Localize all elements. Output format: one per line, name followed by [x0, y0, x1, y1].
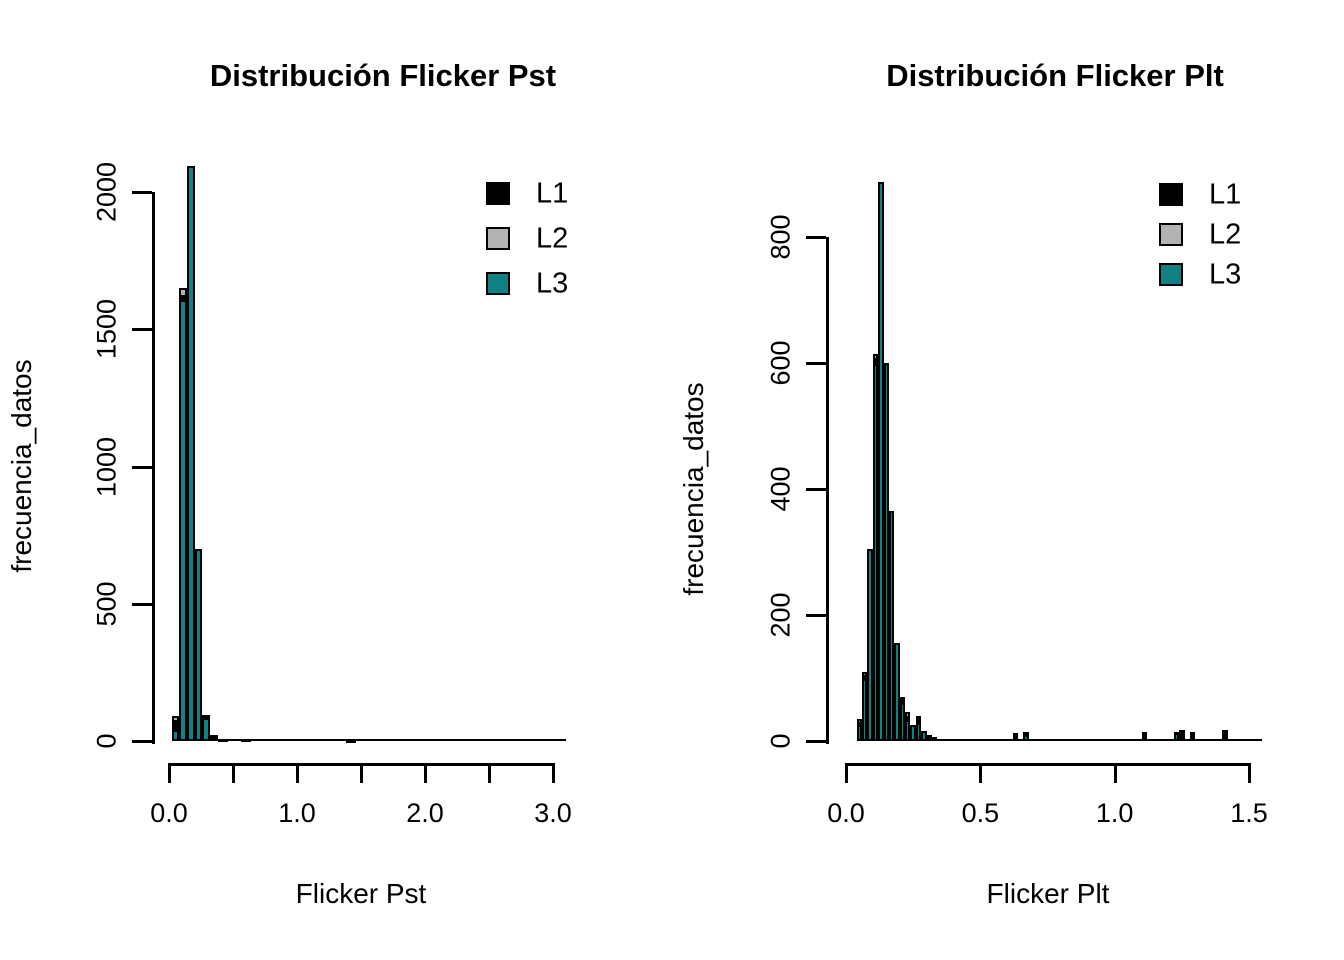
histogram-bar-L3 [905, 719, 911, 741]
histogram-bar-L1 [209, 734, 218, 741]
x-tick [979, 763, 983, 783]
histogram-bar-L3 [1023, 734, 1029, 741]
y-tick [806, 236, 826, 239]
histogram-bar-L3 [872, 364, 879, 741]
x-tick [1248, 763, 1252, 783]
x-tick-label: 2.0 [406, 798, 444, 828]
plot-title: Distribución Flicker Pst [209, 58, 557, 93]
y-tick [132, 191, 152, 194]
histogram-bar-L3 [910, 725, 916, 741]
histogram-bar-L1 [217, 738, 228, 742]
histogram-bar-L3 [915, 723, 922, 741]
y-tick-label: 1500 [91, 299, 122, 360]
histogram-bar-L1 [240, 738, 251, 742]
plot-title: Distribución Flicker Plt [886, 58, 1224, 93]
histogram-bar-L1 [345, 739, 356, 743]
x-tick-label: 1.0 [1095, 798, 1134, 828]
y-axis-line [826, 237, 829, 744]
legend-swatch-l3 [1159, 263, 1183, 286]
histogram-bar-L3 [856, 725, 863, 741]
histogram-bar-L3 [171, 730, 180, 741]
histogram-bar-L3 [1173, 733, 1180, 741]
histogram-bar-L3 [179, 300, 187, 741]
y-tick-label: 400 [765, 466, 796, 512]
legend-label-l1: L1 [1209, 178, 1242, 211]
histogram-bar-L3 [186, 165, 195, 741]
histogram-bar-L1 [931, 736, 938, 741]
x-tick [360, 763, 363, 783]
x-tick [1113, 763, 1117, 783]
legend-swatch-l1 [486, 182, 510, 205]
y-tick [806, 362, 826, 365]
histogram-bar-L1 [926, 734, 932, 741]
y-tick-label: 600 [765, 340, 796, 386]
histogram-baseline [171, 739, 566, 741]
histogram-bar-L1 [1179, 729, 1185, 741]
x-tick-label: 0.0 [827, 798, 865, 828]
x-tick-label: 1.0 [278, 798, 316, 828]
y-tick [132, 740, 152, 743]
histogram-bar-L3 [878, 181, 884, 741]
x-tick-label: 3.0 [534, 798, 572, 828]
y-tick [132, 465, 152, 469]
x-tick [296, 763, 299, 783]
x-tick [424, 763, 427, 783]
x-tick [232, 763, 235, 783]
y-tick [806, 740, 826, 743]
y-tick-label: 2000 [91, 161, 122, 223]
legend-swatch-l3 [486, 272, 510, 295]
y-tick-label: 800 [765, 214, 796, 260]
y-axis-label: frecuencia_datos [678, 382, 709, 596]
y-axis-line [152, 192, 155, 744]
histogram-bar-L3 [883, 363, 889, 741]
x-axis-label: Flicker Pst [295, 878, 427, 909]
y-tick [806, 488, 826, 491]
x-tick [845, 763, 848, 783]
legend-label-l3: L3 [1209, 258, 1242, 291]
x-tick-label: 0.0 [150, 798, 188, 828]
histogram-bar-L3 [194, 548, 203, 741]
histogram-bar-L3 [899, 703, 906, 741]
histogram-baseline [856, 739, 1263, 741]
histogram-bar-L3 [867, 548, 873, 741]
histogram-bar-L1 [1189, 731, 1196, 741]
legend-swatch-l2 [486, 227, 510, 250]
histogram-bar-L3 [888, 511, 895, 741]
y-tick-label: 200 [765, 592, 796, 638]
y-tick [132, 328, 152, 332]
y-tick [132, 602, 152, 606]
histogram-bar-L1 [1012, 732, 1018, 741]
legend-label-l2: L2 [536, 222, 569, 255]
legend-swatch-l2 [1159, 223, 1183, 246]
y-tick-label: 0 [91, 733, 122, 749]
legend-label-l3: L3 [536, 267, 569, 300]
histogram-bar-L3 [921, 730, 927, 741]
histogram-bar-L1 [1141, 731, 1147, 741]
x-tick [552, 763, 555, 783]
y-tick-label: 1000 [91, 436, 122, 497]
x-tick [488, 763, 491, 783]
histogram-bar-L3 [202, 718, 210, 741]
histogram-bar-L3 [862, 679, 868, 741]
y-tick-label: 0 [765, 733, 796, 749]
legend-label-l2: L2 [1209, 218, 1242, 251]
x-tick-label: 1.5 [1230, 798, 1268, 828]
histogram-bar-L3 [894, 643, 900, 741]
x-axis-line [845, 763, 1252, 766]
y-axis-label: frecuencia_datos [6, 359, 37, 573]
legend-label-l1: L1 [536, 177, 569, 210]
x-axis-label: Flicker Plt [986, 878, 1110, 909]
legend-swatch-l1 [1159, 183, 1183, 206]
y-tick-label: 500 [91, 581, 122, 627]
y-tick [806, 614, 826, 617]
x-tick [168, 763, 171, 783]
x-tick-label: 0.5 [961, 798, 1000, 828]
histogram-bar-L1 [1222, 729, 1228, 741]
